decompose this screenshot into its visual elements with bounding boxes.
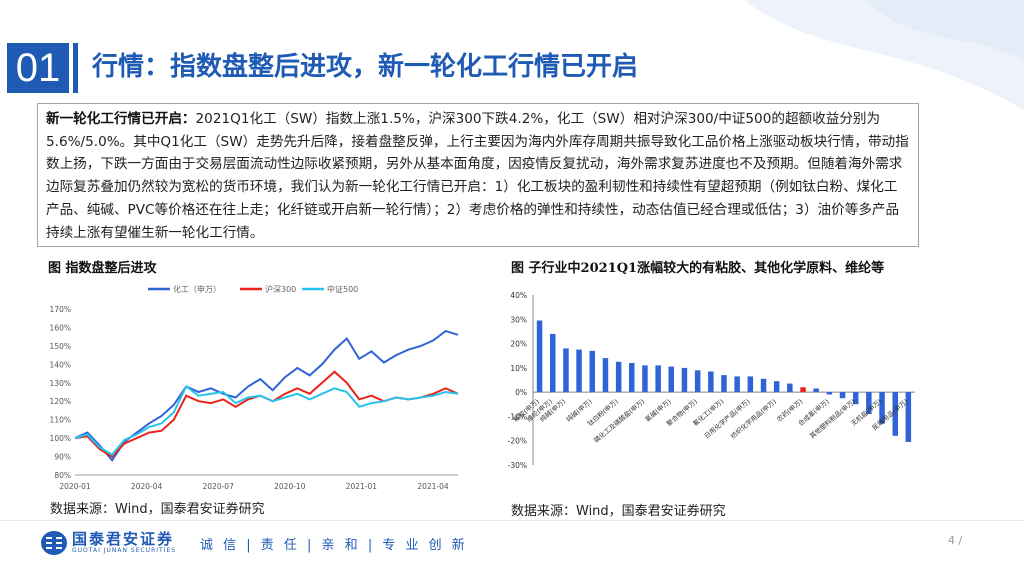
summary-lead: 新一轮化工行情已开启： (46, 111, 196, 127)
y-tick-label: 40% (510, 291, 527, 300)
bar (813, 388, 819, 393)
bar (905, 392, 912, 442)
left-chart-source: 数据来源：Wind，国泰君安证券研究 (50, 502, 265, 517)
bar (694, 370, 701, 393)
bar (734, 376, 740, 393)
bar (708, 371, 714, 393)
bar (773, 381, 780, 393)
y-tick-label: 120% (50, 397, 71, 406)
y-tick-label: -20% (508, 437, 527, 446)
legend-label-2: 中证500 (327, 284, 358, 294)
y-tick-label: 170% (50, 305, 71, 314)
bar (576, 349, 582, 393)
bar (550, 333, 556, 393)
background-wave-decoration (744, 0, 1024, 110)
x-tick-label: 2021-01 (346, 482, 378, 491)
section-divider-bar (73, 43, 78, 93)
bar (839, 392, 846, 399)
category-label: 其他塑料制品(申万) (808, 397, 858, 441)
category-label: 日用化学产品(申万) (702, 397, 752, 441)
y-tick-label: 130% (50, 379, 71, 388)
bar (668, 366, 674, 393)
y-tick-label: 10% (510, 364, 527, 373)
bar (602, 358, 609, 393)
subindustry-bar-chart: 40%30%20%10%0%-10%-20%-30%粘胶(申万)维纶(申万)纯碱… (508, 291, 915, 470)
left-chart-caption: 图 指数盘整后进攻 (48, 261, 157, 276)
logo-mark-icon (41, 531, 67, 555)
bar (655, 365, 661, 393)
summary-body: 2021Q1化工（SW）指数上涨1.5%，沪深300下跌4.2%，化工（SW）相… (46, 111, 909, 241)
y-tick-label: -30% (508, 461, 527, 470)
bar (642, 365, 648, 393)
x-tick-label: 2020-07 (203, 482, 235, 491)
y-tick-label: 0% (515, 388, 527, 397)
bar (589, 350, 595, 393)
bar (563, 348, 569, 393)
page-title: 行情：指数盘整后进攻，新一轮化工行情已开启 (92, 52, 639, 82)
y-tick-label: -10% (508, 412, 527, 421)
category-label: 纺织化学用品(申万) (728, 397, 778, 441)
bar (800, 387, 806, 393)
index-line-chart: 化工（申万） 沪深300 中证500 80% 90% 100% 110% 120% 130% 14… (50, 284, 459, 491)
logo-chinese-name: 国泰君安证券 (72, 530, 175, 548)
bar (760, 378, 767, 393)
bar (615, 361, 622, 393)
bar (892, 392, 898, 436)
bar (879, 392, 885, 424)
bar (866, 392, 872, 414)
bar (787, 383, 793, 393)
series-line-0 (74, 329, 459, 462)
y-tick-label: 80% (54, 471, 71, 480)
section-number: 01 (7, 43, 69, 93)
legend-label-1: 沪深300 (265, 284, 296, 294)
bar (629, 363, 635, 393)
x-tick-label: 2021-04 (417, 482, 449, 491)
x-tick-label: 2020-01 (59, 482, 91, 491)
bar (536, 320, 543, 393)
summary-textbox: 新一轮化工行情已开启：2021Q1化工（SW）指数上涨1.5%，沪深300下跌4… (37, 103, 919, 247)
y-tick-label: 30% (510, 315, 527, 324)
bar (853, 392, 859, 405)
bar (747, 376, 754, 393)
page-number: 4 / (948, 534, 963, 547)
x-tick-label: 2020-10 (274, 482, 306, 491)
right-chart-source: 数据来源：Wind，国泰君安证券研究 (511, 504, 726, 519)
company-logo: 国泰君安证券 GUOTAI JUNAN SECURITIES (40, 530, 176, 556)
legend-label-0: 化工（申万） (173, 284, 221, 294)
bar (826, 392, 833, 395)
right-chart-caption: 图 子行业中2021Q1涨幅较大的有粘胶、其他化学原料、维纶等 (511, 261, 885, 276)
series-line-2 (74, 384, 459, 456)
footer-divider (0, 520, 1024, 521)
y-tick-label: 20% (510, 340, 527, 349)
y-tick-label: 160% (50, 323, 71, 332)
bar (681, 367, 688, 393)
footer-slogan: 诚 信 | 责 任 | 亲 和 | 专 业 创 新 (200, 538, 468, 553)
y-tick-label: 90% (54, 453, 71, 462)
y-tick-label: 100% (50, 434, 71, 443)
x-tick-label: 2020-04 (131, 482, 163, 491)
y-tick-label: 140% (50, 360, 71, 369)
y-tick-label: 110% (50, 416, 71, 425)
bar (721, 375, 727, 393)
logo-english-name: GUOTAI JUNAN SECURITIES (72, 547, 177, 554)
y-tick-label: 150% (50, 342, 71, 351)
